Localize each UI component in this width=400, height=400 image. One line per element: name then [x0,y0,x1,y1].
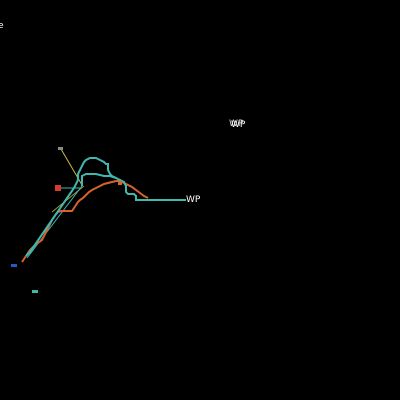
waypoint-label-upper-b: WP [231,120,246,130]
marker-orange-small[interactable] [118,181,122,185]
track-teal-loop[interactable] [81,173,117,186]
marker-red[interactable] [55,185,61,191]
marker-teal[interactable] [32,290,38,293]
waypoint-label-upper-a: WP [229,119,244,129]
connector-line-teal-long [26,185,83,259]
track-teal[interactable] [25,157,186,257]
corner-label-fragment: e [0,21,4,31]
marker-blue[interactable] [11,264,17,267]
waypoint-label-track-end: WP [186,195,201,205]
marker-grey[interactable] [58,147,63,150]
